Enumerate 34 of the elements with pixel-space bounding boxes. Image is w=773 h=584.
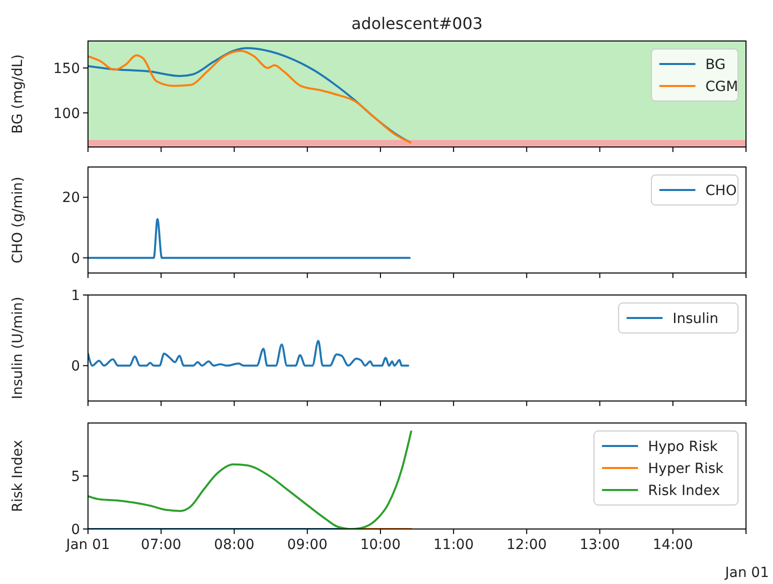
x-tick-label: Jan 01 (65, 537, 110, 553)
legend-label: Hyper Risk (648, 460, 724, 477)
x-tick-label: 07:00 (140, 537, 182, 553)
y-axis-title: Insulin (U/min) (10, 296, 26, 400)
x-tick-label: 09:00 (287, 537, 328, 553)
y-tick-label: 0 (71, 522, 80, 538)
x-tick-label: 10:00 (360, 537, 401, 553)
x-tick-label: 14:00 (652, 537, 694, 553)
x-tick-label: 12:00 (506, 537, 547, 553)
y-tick-label: 100 (53, 106, 80, 122)
y-tick-label: 1 (71, 288, 80, 304)
legend-label: Risk Index (648, 482, 720, 499)
legend-label: CHO (705, 182, 737, 199)
x-tick-label: 11:00 (433, 537, 474, 553)
y-axis-title: CHO (g/min) (10, 176, 26, 264)
y-tick-label: 20 (62, 190, 80, 206)
text: Jan 01 (724, 565, 769, 581)
x-tick-label: 08:00 (214, 537, 254, 553)
legend-label: BG (705, 56, 726, 73)
legend-label: Insulin (672, 310, 718, 327)
y-tick-label: 0 (71, 358, 80, 375)
line-series (88, 430, 412, 529)
legend: CHO (650, 174, 738, 206)
legend: Insulin (618, 302, 738, 334)
y-tick-label: 0 (71, 250, 80, 267)
y-axis-title: Risk Index (10, 440, 26, 512)
y-axis-title: BG (mg/dL) (10, 54, 26, 134)
line-series (88, 340, 410, 367)
legend-label: CGM (705, 78, 738, 95)
x-tick-label: 13:00 (580, 537, 620, 553)
legend-label: Hypo Risk (648, 438, 719, 455)
y-tick-label: 150 (53, 60, 80, 77)
y-tick-label: 5 (71, 468, 80, 485)
chart-title: adolescent#003 (351, 14, 483, 33)
